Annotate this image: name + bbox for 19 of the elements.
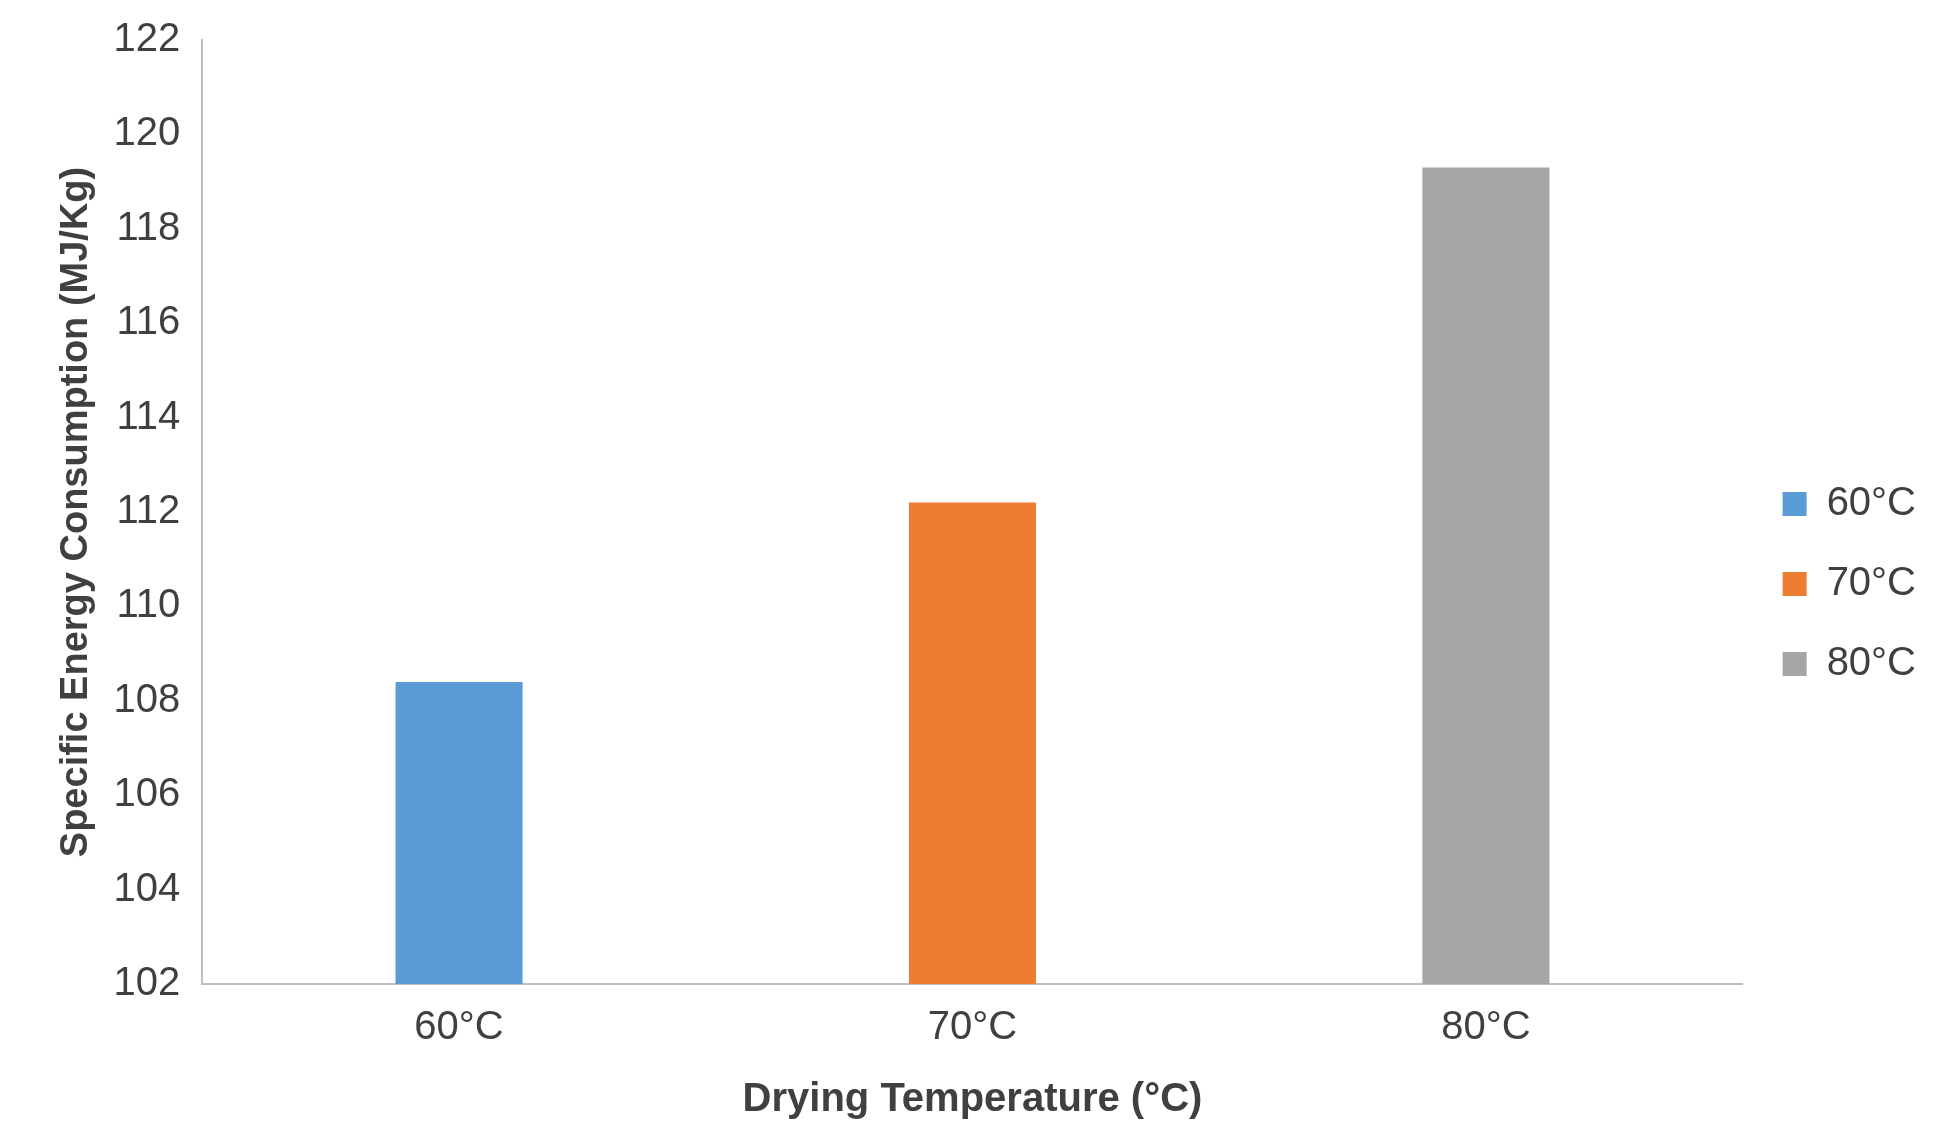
y-tick-label: 102 bbox=[113, 959, 181, 1004]
y-tick-label: 118 bbox=[116, 203, 181, 248]
legend-label: 60°C bbox=[1826, 479, 1916, 524]
x-tick-label: 80°C bbox=[1441, 1003, 1531, 1048]
y-tick-label: 110 bbox=[116, 581, 181, 626]
x-axis-title: Drying Temperature (°C) bbox=[742, 1075, 1203, 1120]
y-tick-label: 116 bbox=[116, 298, 181, 343]
x-tick-label: 70°C bbox=[927, 1003, 1018, 1048]
y-axis-title: Specific Energy Consumption (MJ/Kg) bbox=[53, 166, 96, 858]
y-tick-label: 122 bbox=[113, 15, 181, 60]
legend-label: 70°C bbox=[1826, 559, 1916, 604]
y-tick-label: 104 bbox=[113, 864, 181, 909]
x-tick-label: 60°C bbox=[414, 1003, 504, 1048]
y-tick-label: 108 bbox=[113, 675, 181, 720]
y-tick-label: 114 bbox=[116, 392, 181, 437]
y-tick-label: 106 bbox=[113, 770, 181, 815]
legend-label: 80°C bbox=[1826, 639, 1916, 684]
y-tick-label: 112 bbox=[116, 487, 181, 532]
y-tick-label: 120 bbox=[113, 109, 181, 154]
